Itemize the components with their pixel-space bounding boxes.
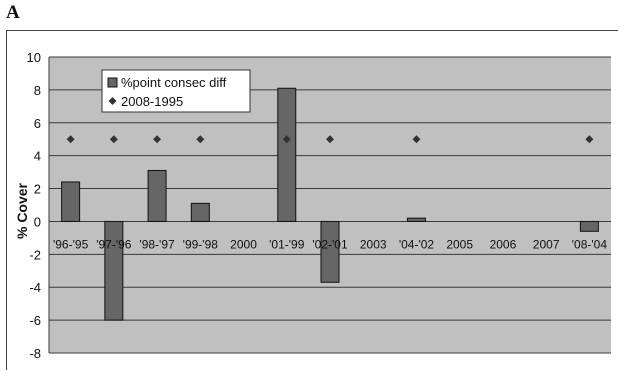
x-tick-label: '98-'97 [139,237,175,251]
y-axis-label: % Cover [14,182,30,239]
legend-swatch-bar [107,77,118,88]
y-tick-label: 2 [34,182,41,197]
y-tick-label: 0 [34,214,41,229]
bar [320,220,340,283]
legend-swatch-point [108,97,117,105]
legend-label: 2008-1995 [121,94,183,109]
bar-series [61,87,599,321]
legend-box [101,69,251,113]
data-point [153,135,162,144]
panel-label: A [6,2,20,23]
data-point [196,135,205,144]
y-tick-label: -4 [29,280,41,295]
x-tick-label: 2007 [533,237,560,251]
bar [61,181,81,222]
x-tick-label: '96-'95 [53,237,89,251]
data-point [326,135,334,144]
y-tick-label: 4 [34,149,41,164]
x-tick-label: 2000 [230,237,257,251]
y-tick-label: 6 [34,116,41,131]
bar [277,87,297,222]
chart-frame [6,30,618,370]
y-tick-label: 10 [27,50,41,65]
x-tick-label: '99-'98 [183,237,219,251]
data-point [282,135,291,144]
y-tick-label: -8 [29,346,41,361]
x-tick-labels: '96-'95 '97-'96 '98-'97 '99-'98 2000 '01-'99 '… [53,237,607,251]
legend-label: %point consec diff [121,75,227,90]
x-tick-label: '02-'01 [312,237,348,251]
x-tick-label: 2005 [446,237,473,251]
x-tick-label: '08-'04 [572,237,608,251]
bar [579,220,599,232]
bar [190,202,210,222]
bar [406,217,426,222]
bar [147,169,167,222]
data-point [109,135,118,144]
y-tick-label: -2 [29,247,41,262]
x-tick-label: 2006 [490,237,517,251]
legend: %point consec diff 2008-1995 [101,69,251,113]
point-series [66,135,594,144]
data-point [585,135,594,144]
data-point [412,135,421,144]
y-tick-label: 8 [34,83,41,98]
bar [104,220,124,321]
y-tick-labels: -8 -6 -4 -2 0 2 4 6 8 10 [27,50,41,361]
x-tick-label: 2003 [360,237,387,251]
y-tick-label: -6 [29,313,41,328]
data-point [66,135,75,144]
x-tick-label: '01-'99 [269,237,305,251]
x-tick-label: '04-'02 [399,237,435,251]
x-tick-label: '97-'96 [96,237,132,251]
